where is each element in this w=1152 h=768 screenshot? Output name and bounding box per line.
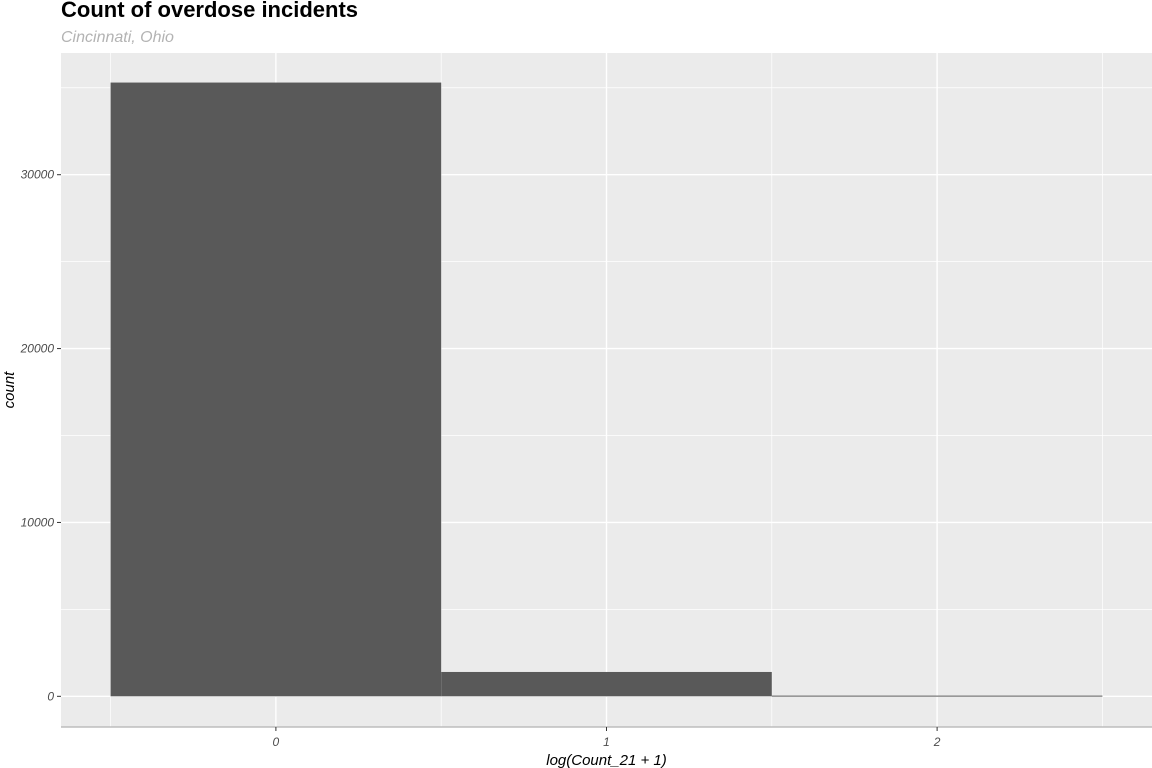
x-axis-title: log(Count_21 + 1): [546, 752, 667, 768]
y-axis-ticks: 0 10000 20000 30000: [20, 168, 61, 703]
histogram-bar: [771, 695, 1103, 697]
x-tick-label: 2: [933, 735, 941, 749]
chart-title: Count of overdose incidents: [61, 0, 359, 22]
histogram-bar: [110, 82, 442, 697]
y-tick-label: 30000: [21, 168, 55, 182]
y-tick-label: 10000: [21, 515, 55, 529]
y-axis-title: count: [1, 371, 18, 409]
x-axis-ticks: 0 1 2: [273, 727, 941, 749]
y-tick-label: 0: [47, 689, 54, 703]
y-tick-label: 20000: [20, 342, 55, 356]
x-tick-label: 0: [273, 735, 280, 749]
x-tick-label: 1: [603, 735, 610, 749]
chart-subtitle: Cincinnati, Ohio: [61, 29, 174, 46]
histogram-bar: [441, 671, 772, 697]
histogram-bars: [110, 82, 1103, 697]
